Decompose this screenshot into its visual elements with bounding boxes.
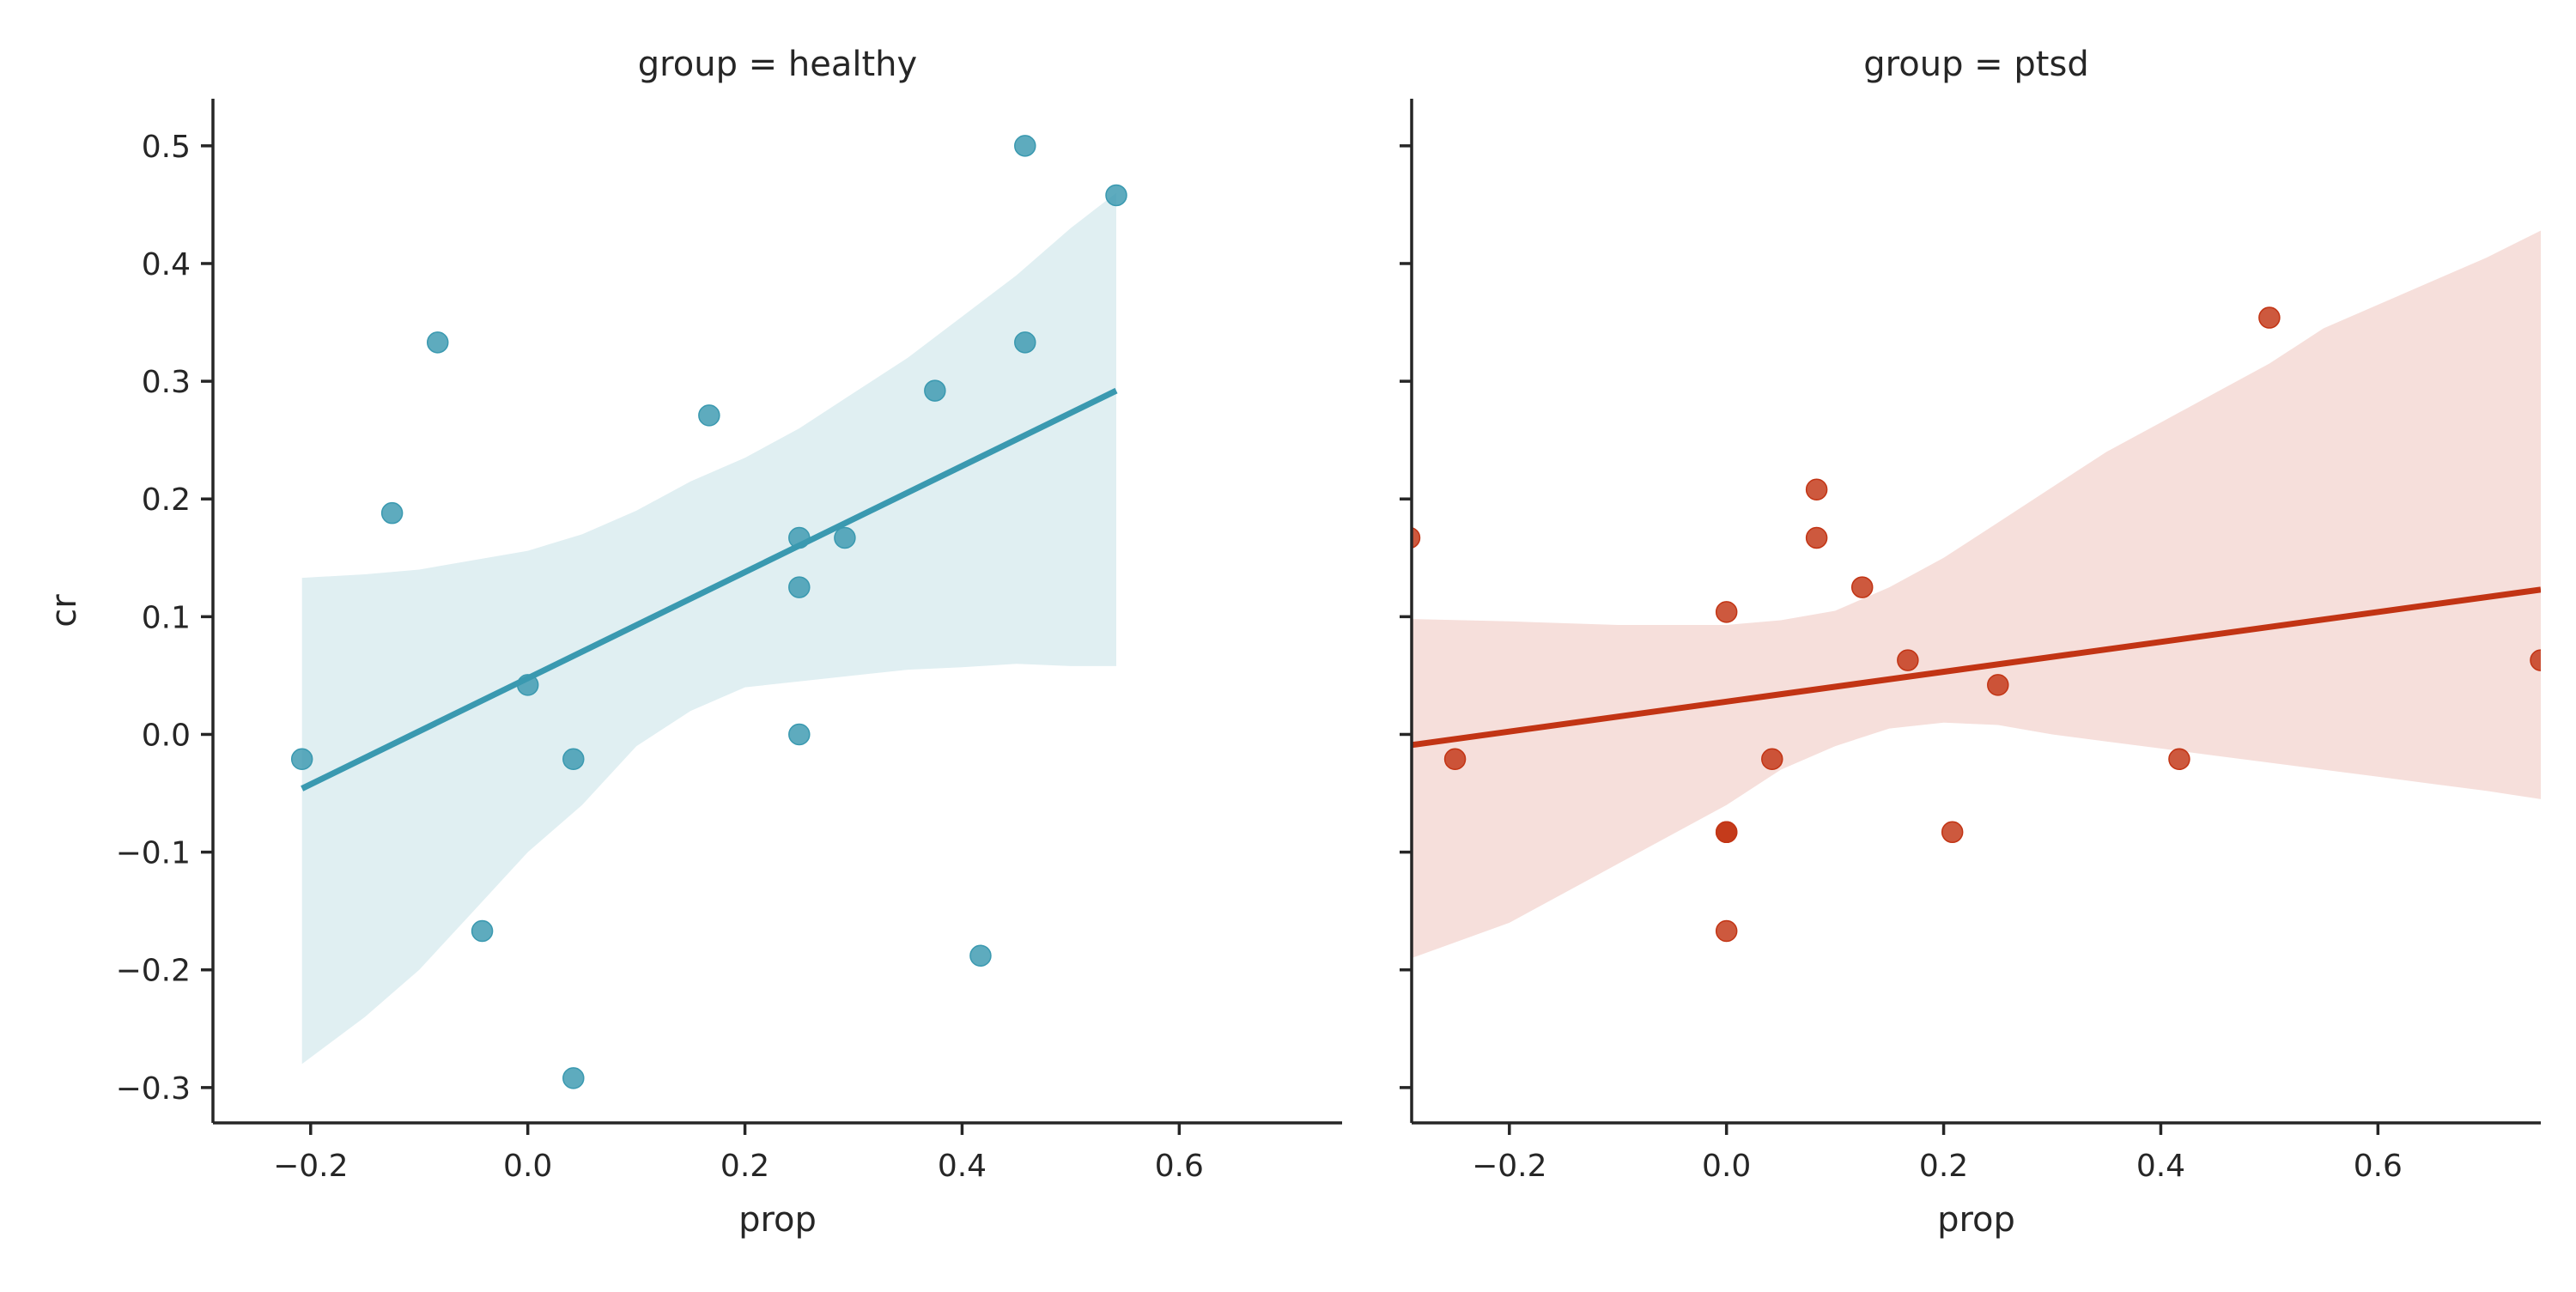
data-point bbox=[924, 379, 946, 402]
data-point bbox=[788, 723, 811, 746]
data-point bbox=[1014, 331, 1036, 354]
data-point bbox=[471, 919, 494, 943]
x-tick-label: 0.6 bbox=[1155, 1149, 1204, 1184]
panel-1: −0.3 −0.2 −0.1 0.0 0.1 0.2 0.3 0.4 0.5 −0.2 0.0 0.2… bbox=[45, 45, 1342, 1240]
data-point bbox=[2530, 649, 2541, 671]
data-point bbox=[426, 331, 449, 354]
y-tick-label: −0.3 bbox=[116, 1071, 191, 1107]
data-point bbox=[1715, 821, 1738, 844]
data-point bbox=[290, 748, 313, 771]
confidence-band bbox=[1412, 230, 2541, 959]
panel-title: group = ptsd bbox=[1863, 45, 2088, 84]
data-point bbox=[1014, 135, 1036, 157]
x-tick-label: 0.4 bbox=[2136, 1149, 2185, 1184]
data-point bbox=[1805, 526, 1828, 549]
data-point bbox=[1850, 576, 1874, 598]
data-point bbox=[698, 404, 720, 427]
data-point bbox=[516, 674, 539, 696]
x-tick-label: −0.2 bbox=[273, 1149, 348, 1184]
x-tick-label: 0.2 bbox=[720, 1149, 769, 1184]
data-point bbox=[1715, 601, 1738, 623]
y-tick-label: 0.5 bbox=[142, 130, 191, 165]
x-tick-label: 0.0 bbox=[1702, 1149, 1751, 1184]
y-axis-label: cr bbox=[45, 594, 84, 628]
data-point bbox=[2258, 306, 2281, 329]
data-point bbox=[834, 526, 856, 549]
data-point bbox=[969, 944, 992, 967]
data-point bbox=[1897, 649, 1919, 671]
y-tick-label: 0.4 bbox=[142, 247, 191, 282]
x-tick-label: 0.0 bbox=[503, 1149, 552, 1184]
data-point bbox=[1412, 526, 1421, 549]
data-point bbox=[788, 526, 811, 549]
data-point bbox=[2168, 748, 2190, 771]
x-axis-label: prop bbox=[738, 1200, 817, 1240]
regression-line bbox=[301, 387, 1118, 792]
regression-line bbox=[1412, 586, 2541, 749]
data-point bbox=[1805, 478, 1828, 501]
plot-area bbox=[1412, 230, 2541, 959]
y-tick-label: 0.1 bbox=[142, 600, 191, 635]
data-point bbox=[1105, 184, 1127, 207]
x-tick-label: −0.2 bbox=[1472, 1149, 1546, 1184]
data-point bbox=[562, 1067, 585, 1089]
y-tick-label: 0.2 bbox=[142, 482, 191, 518]
data-point bbox=[380, 501, 404, 525]
x-tick-label: 0.6 bbox=[2354, 1149, 2403, 1184]
plot-area bbox=[290, 135, 1127, 1089]
x-tick-label: 0.4 bbox=[938, 1149, 987, 1184]
data-point bbox=[788, 576, 811, 598]
data-point bbox=[1941, 821, 1964, 844]
y-tick-label: −0.2 bbox=[116, 954, 191, 989]
x-axis-label: prop bbox=[1937, 1200, 2015, 1240]
y-tick-label: 0.0 bbox=[142, 718, 191, 753]
x-tick-label: 0.2 bbox=[1919, 1149, 1968, 1184]
data-point bbox=[562, 748, 585, 771]
confidence-band bbox=[301, 192, 1116, 1065]
data-point bbox=[1761, 748, 1783, 771]
y-tick-label: 0.3 bbox=[142, 365, 191, 400]
panel-2: −0.2 0.0 0.2 0.4 0.6 prop group = ptsd bbox=[1400, 45, 2541, 1240]
data-point bbox=[1987, 674, 2009, 696]
y-tick-label: −0.1 bbox=[116, 836, 191, 871]
panel-title: group = healthy bbox=[638, 45, 917, 84]
data-point bbox=[1715, 919, 1738, 943]
data-point bbox=[1443, 748, 1467, 771]
